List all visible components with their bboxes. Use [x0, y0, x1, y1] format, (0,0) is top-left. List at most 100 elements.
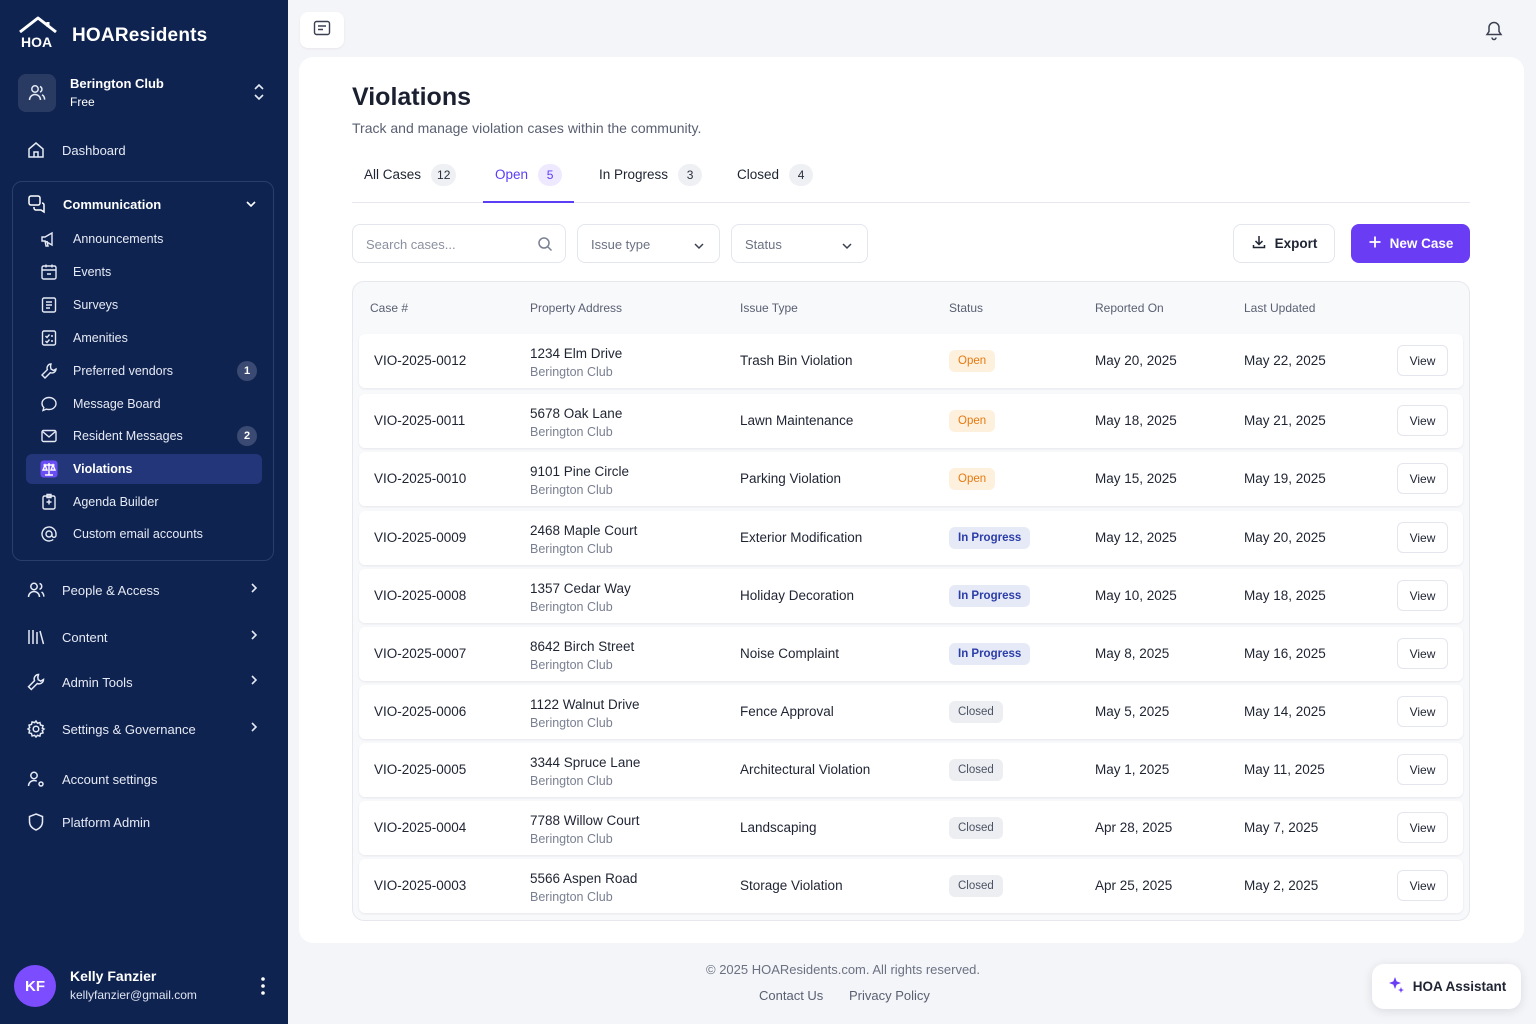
issue-type-select[interactable]: Issue type	[577, 224, 720, 263]
chevron-right-icon	[248, 629, 260, 644]
nav-dashboard[interactable]: Dashboard	[26, 138, 126, 162]
violations-table: Case # Property Address Issue Type Statu…	[352, 281, 1470, 921]
last-updated: May 18, 2025	[1244, 588, 1326, 603]
sidebar-item-agenda-builder[interactable]: Agenda Builder	[39, 487, 263, 517]
table-row[interactable]: VIO-2025-0009 2468 Maple Court Berington C…	[359, 511, 1463, 565]
table-row[interactable]: VIO-2025-0004 7788 Willow Court Berington …	[359, 801, 1463, 855]
view-button[interactable]: View	[1397, 463, 1448, 494]
view-button[interactable]: View	[1397, 754, 1448, 785]
view-button[interactable]: View	[1397, 812, 1448, 843]
more-vertical-icon[interactable]	[260, 976, 266, 1001]
sidebar-item-label: Violations	[73, 462, 133, 476]
org-switcher[interactable]: Berington Club Free	[18, 72, 272, 114]
nav-label: Account settings	[62, 771, 158, 787]
view-button[interactable]: View	[1397, 638, 1448, 669]
sidebar-item-label: Custom email accounts	[73, 527, 203, 541]
user-profile[interactable]: KF Kelly Fanzier kellyfanzier@gmail.com	[14, 962, 276, 1010]
contact-us-link[interactable]: Contact Us	[759, 988, 824, 1003]
nav-admin-tools[interactable]: Admin Tools	[26, 670, 258, 694]
new-case-button[interactable]: New Case	[1351, 224, 1470, 263]
table-row[interactable]: VIO-2025-0007 8642 Birch Street Berington …	[359, 627, 1463, 681]
sidebar-item-label: Resident Messages	[73, 429, 183, 443]
tab-open[interactable]: Open 5	[483, 164, 575, 203]
sidebar-item-announcements[interactable]: Announcements	[39, 224, 263, 254]
search-input[interactable]: Search cases...	[352, 224, 566, 263]
wrench-icon	[39, 361, 59, 381]
hoa-logo-icon: HOA	[18, 16, 62, 55]
property-address: 1357 Cedar Way Berington Club	[530, 579, 631, 617]
column-header[interactable]: Reported On	[1095, 301, 1164, 315]
tab-closed[interactable]: Closed 4	[725, 164, 825, 203]
sidebar-item-preferred-vendors[interactable]: Preferred vendors 1	[39, 356, 263, 386]
avatar: KF	[14, 965, 56, 1007]
column-header[interactable]: Status	[949, 301, 984, 315]
nav-people-access[interactable]: People & Access	[26, 578, 258, 602]
sidebar-item-violations[interactable]: Violations	[26, 454, 262, 484]
sidebar-item-message-board[interactable]: Message Board	[39, 389, 263, 419]
sidebar-item-amenities[interactable]: Amenities	[39, 323, 263, 353]
reported-on: May 5, 2025	[1095, 704, 1170, 719]
view-button[interactable]: View	[1397, 580, 1448, 611]
column-header[interactable]: Issue Type	[740, 301, 798, 315]
table-row[interactable]: VIO-2025-0006 1122 Walnut Drive Berington …	[359, 685, 1463, 739]
nav-label: Content	[62, 629, 108, 645]
wrench-icon	[26, 672, 46, 692]
table-row[interactable]: VIO-2025-0012 1234 Elm Drive Berington Clu…	[359, 334, 1463, 388]
view-button[interactable]: View	[1397, 405, 1448, 436]
brand[interactable]: HOA HOAResidents	[18, 16, 207, 55]
nav-content[interactable]: Content	[26, 625, 258, 649]
sidebar-item-surveys[interactable]: Surveys	[39, 290, 263, 320]
column-header[interactable]: Property Address	[530, 301, 623, 315]
user-email: kellyfanzier@gmail.com	[70, 988, 197, 1002]
export-button[interactable]: Export	[1233, 224, 1335, 263]
tab-label: Closed	[737, 167, 780, 182]
case-number: VIO-2025-0006	[374, 704, 467, 719]
sidebar-toggle-button[interactable]	[300, 12, 344, 48]
tab-in-progress[interactable]: In Progress 3	[587, 164, 714, 203]
community-icon	[18, 74, 56, 112]
column-header[interactable]: Last Updated	[1244, 301, 1316, 315]
last-updated: May 2, 2025	[1244, 878, 1319, 893]
button-label: New Case	[1389, 236, 1454, 251]
megaphone-icon	[39, 229, 59, 249]
tab-all-cases[interactable]: All Cases 12	[352, 164, 468, 203]
hoa-assistant-button[interactable]: HOA Assistant	[1372, 964, 1521, 1009]
view-button[interactable]: View	[1397, 522, 1448, 553]
view-button[interactable]: View	[1397, 870, 1448, 901]
nav-settings-governance[interactable]: Settings & Governance	[26, 717, 258, 741]
sidebar-item-resident-messages[interactable]: Resident Messages 2	[39, 421, 263, 451]
status-badge: In Progress	[949, 527, 1031, 549]
chevron-up-down-icon[interactable]	[252, 82, 266, 107]
table-row[interactable]: VIO-2025-0010 9101 Pine Circle Berington C…	[359, 452, 1463, 506]
table-row[interactable]: VIO-2025-0005 3344 Spruce Lane Berington C…	[359, 743, 1463, 797]
last-updated: May 11, 2025	[1244, 762, 1325, 777]
issue-type: Storage Violation	[740, 878, 843, 893]
page-title: Violations	[352, 83, 472, 111]
address-line: 1122 Walnut Drive	[530, 697, 640, 712]
bell-icon[interactable]	[1484, 20, 1504, 46]
status-select[interactable]: Status	[731, 224, 868, 263]
privacy-policy-link[interactable]: Privacy Policy	[849, 988, 930, 1003]
view-button[interactable]: View	[1397, 696, 1448, 727]
issue-type: Parking Violation	[740, 471, 842, 486]
sidebar-item-custom-email-accounts[interactable]: Custom email accounts	[39, 519, 263, 549]
address-line: 8642 Birch Street	[530, 639, 635, 654]
status-badge: In Progress	[949, 585, 1031, 607]
status-badge: Open	[949, 468, 996, 490]
table-row[interactable]: VIO-2025-0008 1357 Cedar Way Berington Clu…	[359, 569, 1463, 623]
nav-platform-admin[interactable]: Platform Admin	[26, 810, 150, 834]
count-badge: 1	[237, 361, 257, 381]
last-updated: May 7, 2025	[1244, 820, 1319, 835]
property-address: 3344 Spruce Lane Berington Club	[530, 753, 640, 791]
column-header[interactable]: Case #	[370, 301, 409, 315]
sidebar-item-label: Amenities	[73, 331, 128, 345]
property-address: 8642 Birch Street Berington Club	[530, 637, 634, 675]
search-icon	[537, 236, 553, 257]
sidebar-item-events[interactable]: Events	[39, 257, 263, 287]
table-row[interactable]: VIO-2025-0011 5678 Oak Lane Berington Club…	[359, 394, 1463, 448]
table-row[interactable]: VIO-2025-0003 5566 Aspen Road Berington Cl…	[359, 859, 1463, 913]
nav-account-settings[interactable]: Account settings	[26, 767, 157, 791]
nav-communication[interactable]: Communication	[27, 194, 256, 214]
issue-type: Landscaping	[740, 820, 817, 835]
view-button[interactable]: View	[1397, 345, 1448, 376]
